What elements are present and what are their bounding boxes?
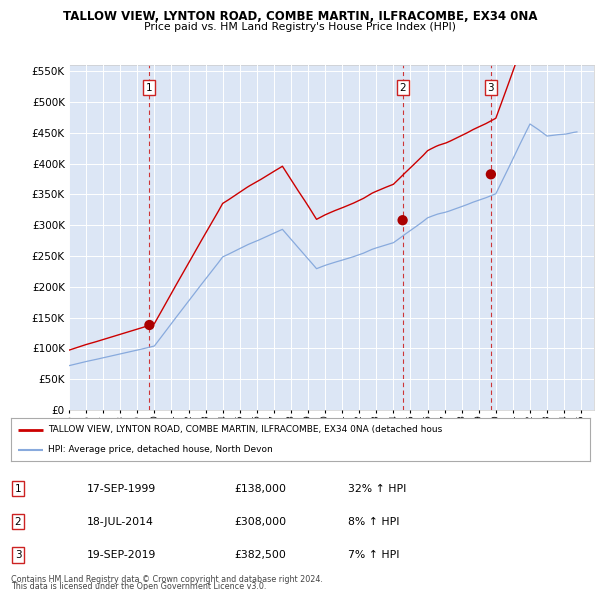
Text: This data is licensed under the Open Government Licence v3.0.: This data is licensed under the Open Gov…	[11, 582, 266, 590]
Text: TALLOW VIEW, LYNTON ROAD, COMBE MARTIN, ILFRACOMBE, EX34 0NA: TALLOW VIEW, LYNTON ROAD, COMBE MARTIN, …	[63, 10, 537, 23]
Text: £138,000: £138,000	[234, 484, 286, 493]
Text: £308,000: £308,000	[234, 517, 286, 526]
Point	[145, 320, 154, 330]
Text: 3: 3	[14, 550, 22, 559]
Text: 7% ↑ HPI: 7% ↑ HPI	[348, 550, 400, 559]
Text: 1: 1	[14, 484, 22, 493]
Text: 18-JUL-2014: 18-JUL-2014	[87, 517, 154, 526]
Text: 32% ↑ HPI: 32% ↑ HPI	[348, 484, 406, 493]
Text: Contains HM Land Registry data © Crown copyright and database right 2024.: Contains HM Land Registry data © Crown c…	[11, 575, 323, 584]
Text: 2: 2	[399, 83, 406, 93]
Text: £382,500: £382,500	[234, 550, 286, 559]
Text: HPI: Average price, detached house, North Devon: HPI: Average price, detached house, Nort…	[49, 445, 273, 454]
Point	[486, 169, 496, 179]
Text: 19-SEP-2019: 19-SEP-2019	[87, 550, 157, 559]
Text: 17-SEP-1999: 17-SEP-1999	[87, 484, 156, 493]
Text: 1: 1	[146, 83, 153, 93]
Point	[398, 215, 407, 225]
Text: TALLOW VIEW, LYNTON ROAD, COMBE MARTIN, ILFRACOMBE, EX34 0NA (detached hous: TALLOW VIEW, LYNTON ROAD, COMBE MARTIN, …	[49, 425, 443, 434]
Text: 8% ↑ HPI: 8% ↑ HPI	[348, 517, 400, 526]
Text: Price paid vs. HM Land Registry's House Price Index (HPI): Price paid vs. HM Land Registry's House …	[144, 22, 456, 32]
Text: 2: 2	[14, 517, 22, 526]
Text: 3: 3	[488, 83, 494, 93]
